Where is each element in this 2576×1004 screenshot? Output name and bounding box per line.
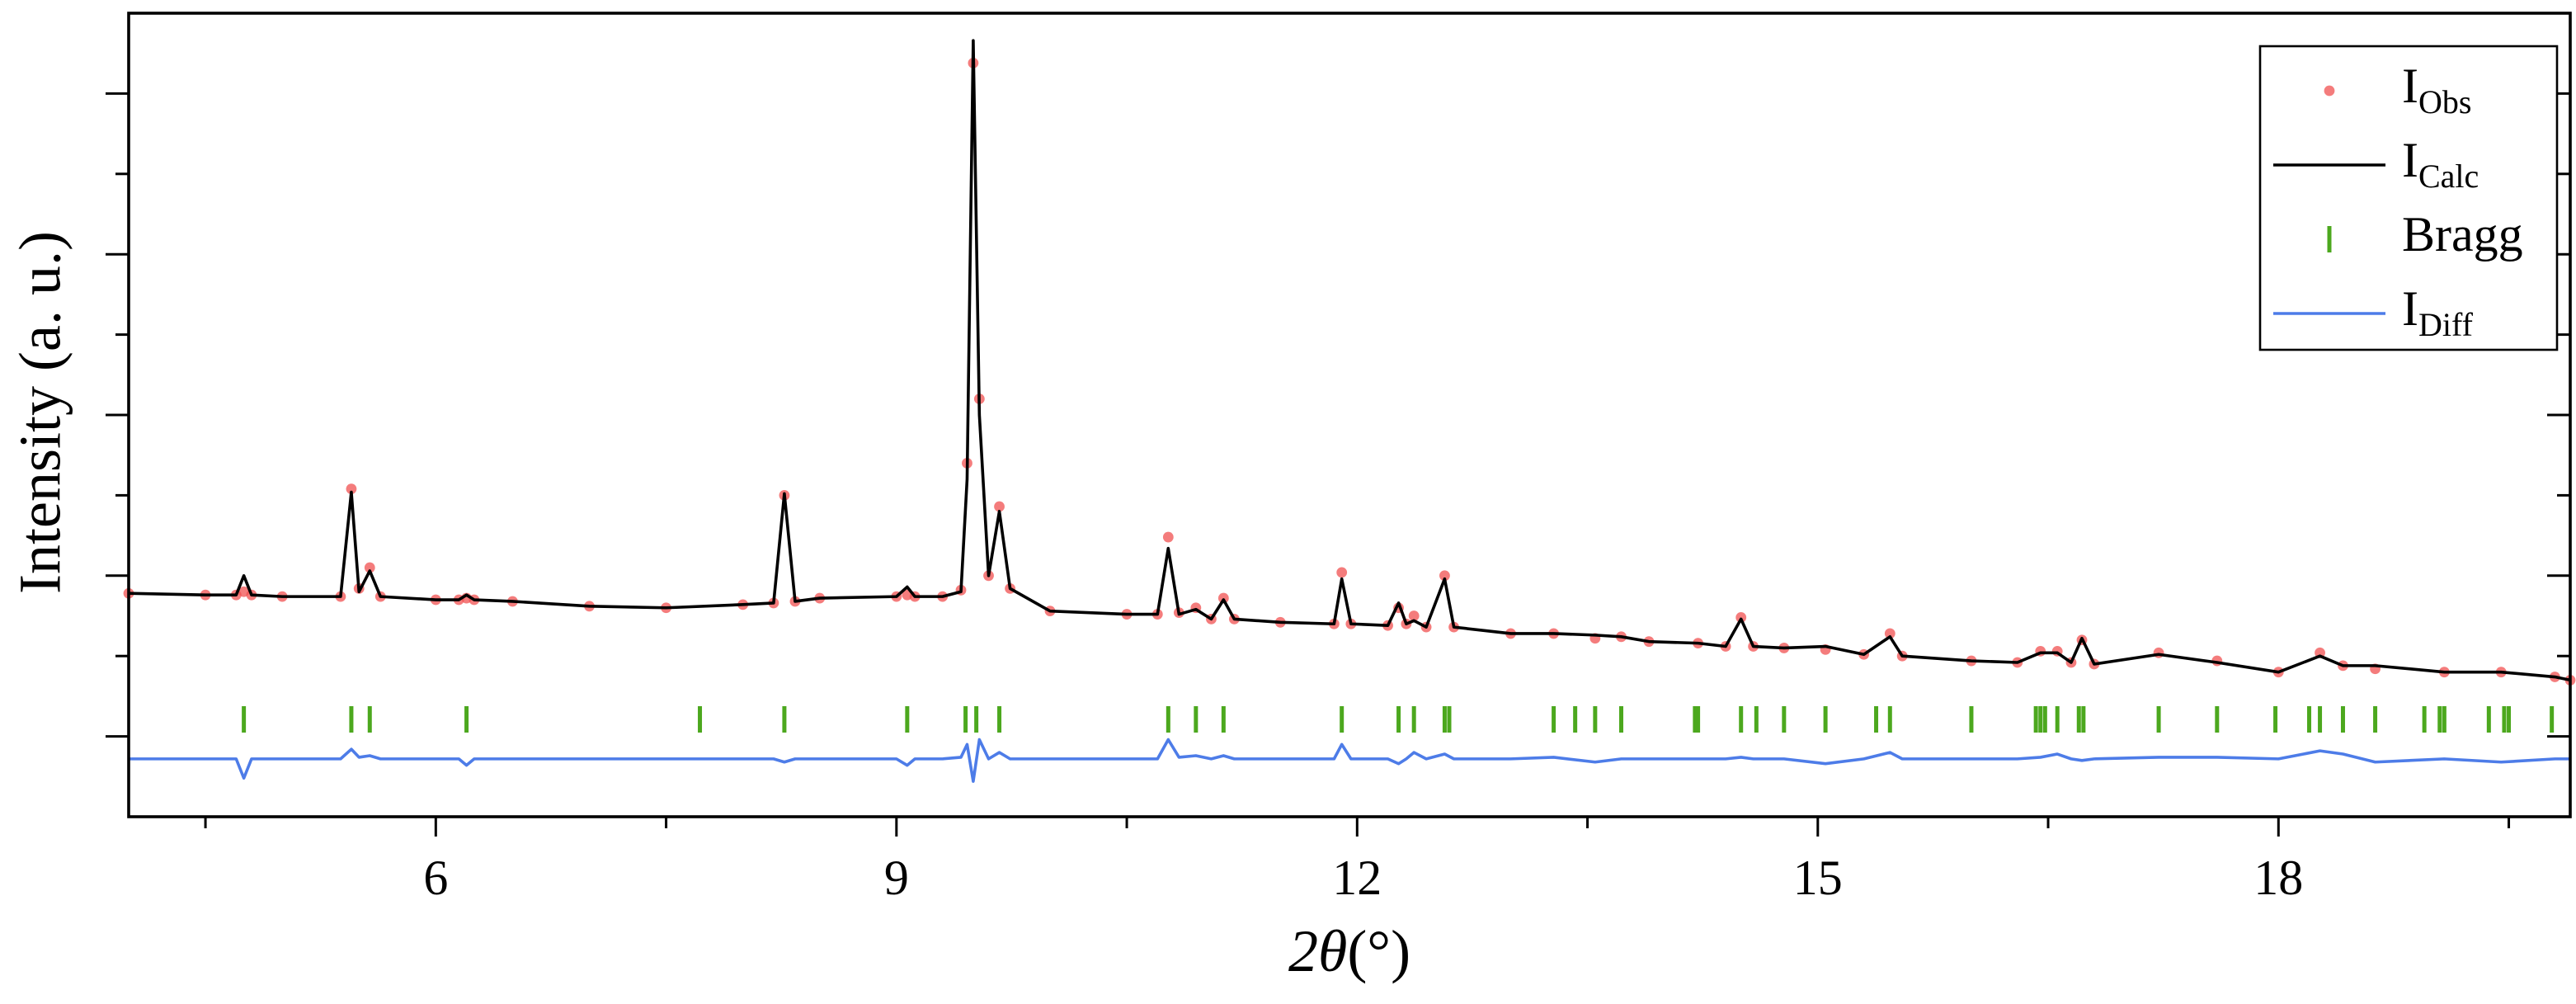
obs-point [2153, 647, 2164, 658]
x-tick-label: 6 [423, 851, 448, 905]
legend-box [2258, 45, 2559, 351]
line-series [129, 738, 2570, 783]
obs-point [2315, 647, 2325, 658]
legend-label: Bragg [2402, 207, 2523, 262]
obs-point [1439, 570, 1450, 582]
obs-point [994, 501, 1005, 512]
x-tick-label: 15 [1793, 851, 1843, 905]
obs-point [1735, 612, 1747, 623]
obs-point [1336, 567, 1348, 578]
obs-point [1408, 610, 1420, 621]
legend-label: IDiff [2402, 281, 2474, 343]
legend-symbol [2324, 85, 2335, 97]
x-axis-title: 2θ(°) [1288, 918, 1410, 984]
x-tick-label: 9 [884, 851, 909, 905]
legend-label: IObs [2402, 59, 2471, 120]
plot-frame [127, 12, 2572, 818]
line-series [128, 39, 2571, 682]
x-tick-label: 18 [2253, 851, 2303, 905]
obs-point [364, 562, 375, 573]
legend-label: ICalc [2402, 133, 2479, 195]
y-axis-title: Intensity (a. u.) [7, 231, 73, 594]
obs-point [1162, 531, 1174, 543]
obs-point [1884, 628, 1896, 639]
x-tick-label: 12 [1332, 851, 1382, 905]
obs-point [346, 483, 357, 495]
obs-point [1217, 592, 1229, 604]
